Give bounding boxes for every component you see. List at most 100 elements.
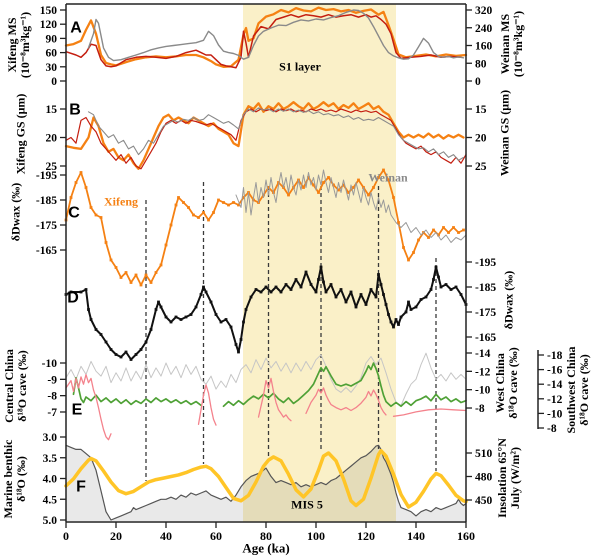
marker-ddwax-xifeng-orange	[397, 221, 400, 224]
marker-ddwax-xifeng-orange	[159, 263, 163, 267]
marker-ddwax-black	[254, 288, 258, 291]
tick-label-eC: -9	[47, 374, 57, 386]
tick-label-eC: -10	[42, 358, 58, 370]
marker-ddwax-black	[322, 280, 325, 284]
marker-ddwax-xifeng-orange	[104, 241, 108, 244]
panel-label-b: B	[69, 101, 81, 119]
marker-ddwax-black	[202, 285, 205, 289]
marker-ddwax-black	[239, 338, 243, 341]
marker-ddwax-black	[359, 293, 363, 296]
marker-ddwax-black	[437, 275, 440, 279]
marker-ddwax-xifeng-orange	[407, 258, 410, 262]
x-tick-label: 100	[307, 529, 325, 543]
series-southwest-china-pink	[257, 377, 292, 422]
marker-ddwax-black	[439, 285, 443, 289]
marker-ddwax-black	[279, 290, 283, 294]
series-southwest-china-pink	[305, 387, 387, 416]
benthic-fill	[66, 445, 466, 521]
marker-ddwax-black	[249, 295, 253, 299]
marker-ddwax-black	[104, 340, 108, 344]
marker-ddwax-xifeng-orange	[382, 168, 385, 172]
marker-ddwax-black	[434, 265, 438, 269]
panel-label-d: D	[67, 289, 79, 307]
marker-ddwax-xifeng-orange	[417, 238, 420, 242]
tick-label-eSW: -18	[547, 350, 563, 362]
marker-ddwax-xifeng-orange	[109, 258, 113, 262]
marker-ddwax-xifeng-orange	[182, 201, 185, 204]
tick-label-aL: 30	[46, 62, 58, 74]
tick-label-aR: 320	[475, 5, 493, 17]
marker-ddwax-black	[174, 315, 178, 319]
marker-ddwax-xifeng-orange	[74, 181, 78, 184]
marker-ddwax-xifeng-orange	[202, 211, 205, 214]
series-gs-gray	[87, 107, 465, 161]
tick-label-fR: 450	[475, 495, 493, 507]
tick-label-aL: 90	[46, 33, 58, 45]
axis-title-southwest-china: Southwest China δ¹⁸O cave (‰)	[564, 346, 591, 434]
tick-label-aR: 160	[475, 41, 493, 53]
marker-ddwax-black	[399, 315, 403, 319]
s1-band	[243, 4, 396, 522]
marker-ddwax-black	[274, 285, 278, 289]
marker-ddwax-black	[84, 288, 88, 291]
marker-ddwax-xifeng-orange	[192, 213, 195, 217]
marker-ddwax-black	[384, 303, 388, 306]
marker-ddwax-black	[444, 283, 448, 286]
series-weinan-gs-red	[65, 108, 467, 170]
axis-title-xifeng-ms: Xifeng MS (10⁻⁸m³kg⁻¹)	[5, 11, 32, 79]
marker-ddwax-black	[109, 348, 113, 351]
tick-label-eW: -14	[475, 348, 491, 360]
marker-ddwax-black	[309, 283, 313, 286]
panel-label-e: E	[71, 401, 83, 419]
tick-label-aL: 120	[40, 19, 58, 31]
marker-ddwax-black	[159, 305, 163, 309]
marker-ddwax-xifeng-orange	[342, 183, 345, 187]
weinan-annotation: Weinan	[368, 170, 408, 185]
axis-title-marine-benthic: Marine benthic δ¹⁸O (‰)	[1, 439, 28, 519]
marker-ddwax-black	[89, 318, 93, 321]
marker-ddwax-xifeng-orange	[442, 226, 445, 229]
marker-ddwax-xifeng-orange	[207, 218, 210, 222]
marker-ddwax-xifeng-orange	[267, 186, 270, 189]
tick-label-bR: 25	[475, 161, 487, 173]
marker-ddwax-black	[157, 300, 160, 304]
marker-ddwax-xifeng-orange	[177, 196, 180, 199]
marker-ddwax-black	[189, 313, 193, 316]
marker-ddwax-black	[364, 303, 368, 306]
marker-ddwax-black	[124, 350, 128, 354]
marker-ddwax-black	[237, 350, 240, 354]
tick-label-eC: -8	[47, 391, 57, 403]
marker-ddwax-xifeng-orange	[79, 171, 83, 174]
marker-ddwax-xifeng-orange	[187, 206, 190, 209]
marker-ddwax-xifeng-orange	[462, 228, 465, 232]
series-ddwax-weinan-gray	[235, 169, 467, 243]
axis-title-xifeng-gs: Xifeng GS (μm)	[13, 93, 28, 175]
series-insolation-gold	[64, 448, 468, 509]
marker-ddwax-black	[129, 358, 133, 361]
mis5-label: MIS 5	[291, 497, 323, 512]
marker-ddwax-black	[139, 348, 143, 351]
marker-ddwax-xifeng-orange	[372, 186, 375, 189]
marker-ddwax-black	[214, 313, 218, 316]
marker-ddwax-black	[379, 283, 383, 286]
tick-label-fL: 3.0	[43, 432, 58, 444]
marker-ddwax-xifeng-orange	[164, 243, 168, 247]
marker-ddwax-xifeng-orange	[347, 191, 350, 194]
x-tick-label: 20	[110, 529, 122, 543]
marker-ddwax-black	[179, 318, 183, 321]
series-west-china-green	[72, 376, 202, 407]
marker-ddwax-black	[329, 283, 333, 286]
marker-ddwax-black	[354, 305, 358, 309]
tick-label-aL: 0	[51, 76, 57, 88]
tick-label-c: -165	[36, 245, 57, 257]
marker-ddwax-black	[382, 293, 385, 296]
tick-label-fR: 480	[475, 472, 493, 484]
axis-title-weinan-ms: Weinan MS (10⁻⁸m³kg⁻¹)	[498, 10, 525, 78]
marker-ddwax-black	[264, 285, 268, 289]
marker-ddwax-black	[407, 300, 410, 304]
axis-title-insolation: Insolation 65°N July (W/m²)	[495, 438, 522, 518]
marker-ddwax-black	[164, 315, 168, 319]
marker-ddwax-xifeng-orange	[134, 273, 138, 277]
tick-label-eSW: -10	[547, 408, 563, 420]
marker-ddwax-black	[99, 333, 103, 336]
